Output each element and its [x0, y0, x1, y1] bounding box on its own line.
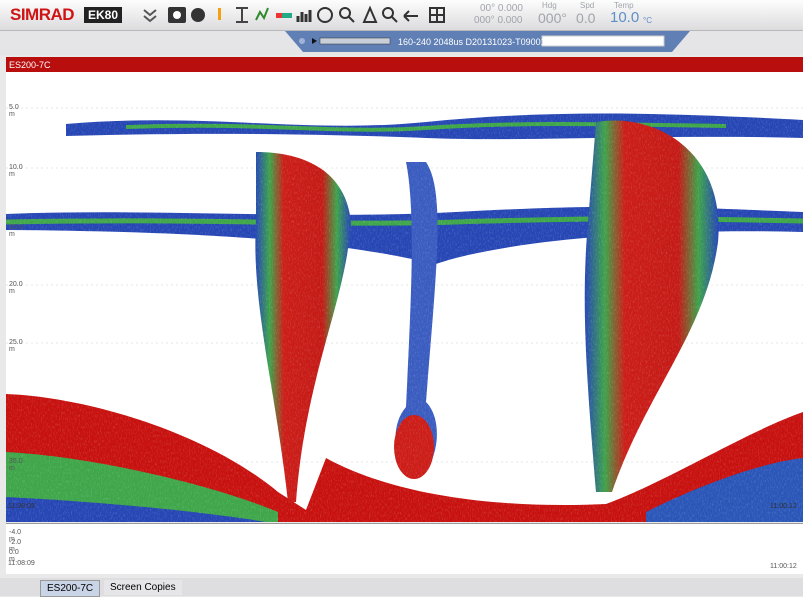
replay-panel	[0, 0, 803, 57]
echogram	[6, 72, 803, 522]
depth-label: 35.0 m	[9, 458, 23, 472]
ek80-window: {"toolbar":{"brand":"SIMRAD","model":"EK…	[0, 0, 803, 596]
depth-label: 20.0 m	[9, 281, 23, 295]
echogram-end-time: 11:00:12	[770, 503, 797, 510]
echogram-start-time: 11:08:09	[8, 503, 35, 510]
depth-label: 5.0 m	[9, 104, 19, 118]
tab[interactable]: Screen Copies	[104, 580, 182, 595]
depth-label: 10.0 m	[9, 164, 23, 178]
channel-name: ES200-7C	[9, 60, 51, 70]
channel-bar	[6, 57, 803, 72]
sub-start-time: 11:08:09	[8, 560, 35, 567]
replay-file: 160-240 2048us D20131023-T090017	[398, 37, 551, 47]
sub-end-time: 11:00:12	[770, 563, 797, 570]
depth-label: 25.0 m	[9, 339, 23, 353]
tab[interactable]: ES200-7C	[40, 580, 100, 597]
depth-label: 15.0 m	[9, 224, 23, 238]
sub-panel	[6, 523, 803, 574]
